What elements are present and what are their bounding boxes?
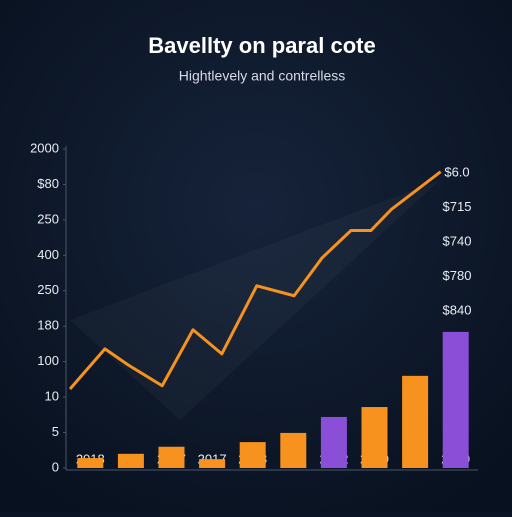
y-tick-label: 400 bbox=[37, 247, 59, 262]
bar bbox=[280, 432, 307, 468]
bar bbox=[117, 453, 144, 468]
y-tick-label: 10 bbox=[45, 389, 59, 404]
y-tick-label: 250 bbox=[37, 211, 59, 226]
bar bbox=[361, 407, 388, 468]
bar bbox=[158, 446, 185, 468]
chart-title: Bavellty on paral cote bbox=[148, 33, 375, 58]
bar bbox=[320, 416, 347, 468]
annotation: $740 bbox=[443, 233, 472, 248]
annotation: $780 bbox=[443, 268, 472, 283]
line bbox=[68, 170, 442, 390]
bar bbox=[402, 375, 429, 468]
chart-subtitle: Hightlevely and contrelless bbox=[179, 68, 346, 84]
bar bbox=[199, 459, 226, 468]
y-tick-label: 100 bbox=[37, 353, 59, 368]
annotation: $840 bbox=[443, 302, 472, 317]
y-tick-label: 0 bbox=[52, 459, 59, 474]
bar bbox=[77, 458, 104, 468]
y-tick-label: 250 bbox=[37, 282, 59, 297]
bar bbox=[442, 331, 469, 468]
y-tick-label: 2000 bbox=[30, 140, 59, 155]
y-tick-label: $80 bbox=[37, 176, 59, 191]
annotation: $6.0 bbox=[444, 164, 469, 179]
y-tick-label: 5 bbox=[52, 424, 59, 439]
y-tick-label: 180 bbox=[37, 318, 59, 333]
annotation: $715 bbox=[443, 199, 472, 214]
bar bbox=[239, 442, 266, 468]
